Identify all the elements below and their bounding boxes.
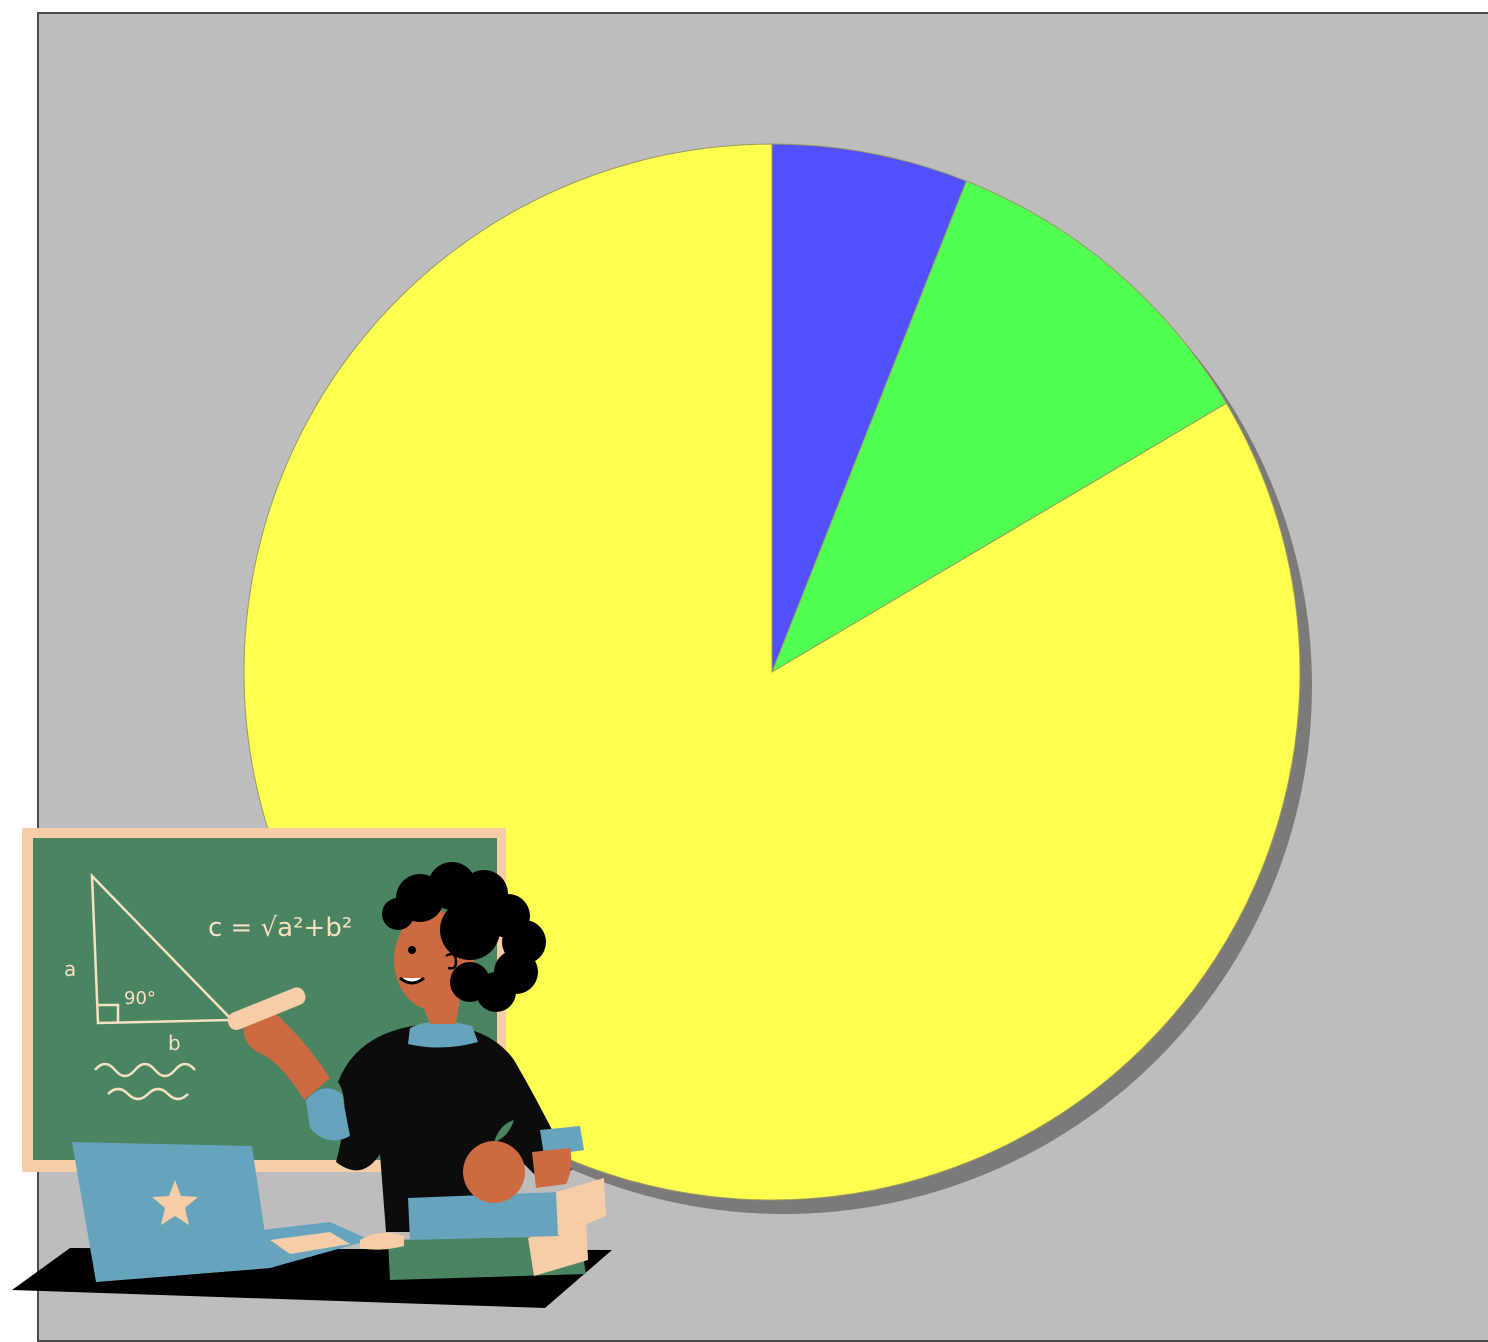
teacher-hair (382, 862, 546, 1012)
apple (463, 1141, 525, 1203)
sleeve-right (540, 1126, 584, 1156)
ear (445, 952, 458, 970)
collar (408, 1021, 478, 1048)
angle-label: 90° (124, 988, 156, 1009)
right-hand (532, 1148, 572, 1188)
side-b-label: b (168, 1031, 181, 1055)
book-top-pages (556, 1178, 606, 1236)
star-icon (152, 1180, 198, 1225)
teacher-dress (336, 1024, 572, 1232)
sleeve-left (306, 1088, 350, 1141)
side-a-label: a (64, 957, 76, 981)
book-bottom-pages (528, 1218, 588, 1276)
pie-slice-1 (771, 143, 968, 673)
eye (408, 946, 416, 954)
raised-arm (243, 1010, 330, 1100)
hand-on-books (360, 1232, 404, 1250)
teacher-at-chalkboard-illustration: a b 90° c = √a²+b² (12, 828, 612, 1308)
pie-slice-2 (770, 180, 1228, 674)
smile (399, 976, 425, 985)
triangle-drawing (90, 872, 235, 1101)
formula-label: c = √a²+b² (208, 913, 352, 943)
book-top (408, 1192, 560, 1240)
chalk (227, 987, 306, 1030)
neck (420, 998, 460, 1024)
laptop-keyboard (270, 1232, 350, 1254)
apple-leaf (494, 1120, 514, 1142)
